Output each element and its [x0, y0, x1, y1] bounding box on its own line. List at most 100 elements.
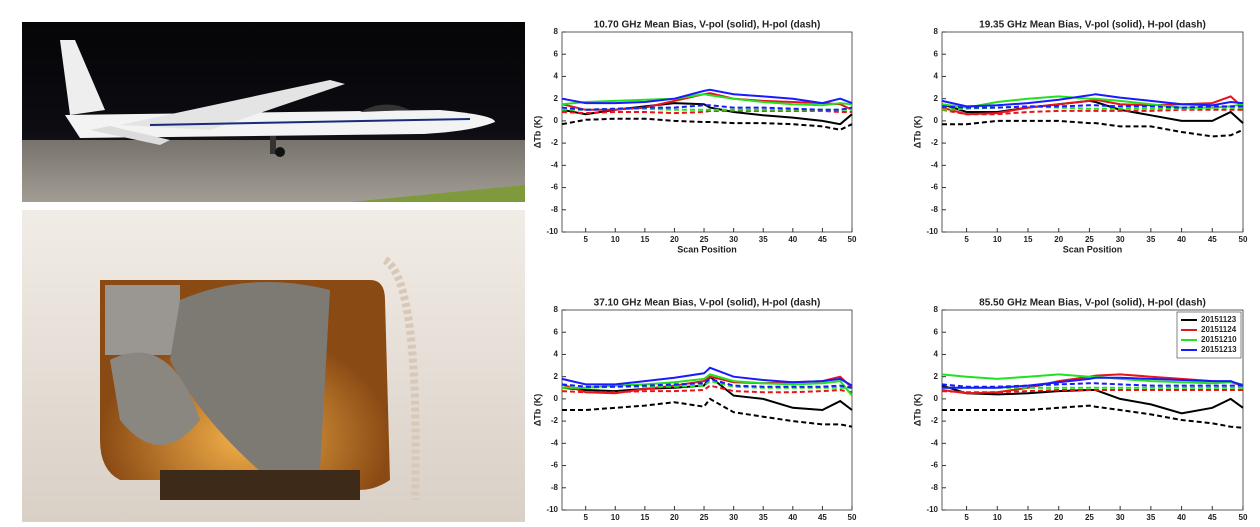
x-tick-label: 50 [1239, 235, 1248, 244]
y-tick-label: -6 [551, 183, 559, 192]
x-tick-label: 45 [818, 513, 827, 522]
x-tick-label: 40 [788, 513, 797, 522]
y-tick-label: -4 [551, 438, 559, 447]
x-tick-label: 25 [700, 513, 709, 522]
x-tick-label: 50 [1239, 513, 1248, 522]
y-tick-label: -10 [546, 505, 558, 514]
x-tick-label: 30 [1116, 513, 1125, 522]
y-tick-label: 0 [934, 116, 939, 125]
y-axis-label: ΔTb (K) [532, 394, 542, 426]
figure: 10.70 GHz Mean Bias, V-pol (solid), H-po… [0, 0, 1260, 522]
y-tick-label: -10 [926, 227, 938, 236]
x-tick-label: 35 [759, 235, 768, 244]
chart-title: 37.10 GHz Mean Bias, V-pol (solid), H-po… [594, 298, 821, 309]
x-tick-label: 30 [729, 235, 738, 244]
x-tick-label: 50 [848, 513, 857, 522]
x-tick-label: 5 [583, 235, 588, 244]
y-tick-label: 4 [554, 72, 559, 81]
y-tick-label: 4 [934, 350, 939, 359]
legend-label: 20151123 [1201, 315, 1237, 324]
x-tick-label: 50 [848, 235, 857, 244]
x-tick-label: 45 [818, 235, 827, 244]
y-tick-label: 0 [934, 394, 939, 403]
y-tick-label: -2 [931, 416, 939, 425]
y-tick-label: -10 [926, 505, 938, 514]
x-tick-label: 25 [1085, 513, 1094, 522]
legend-label: 20151210 [1201, 335, 1237, 344]
y-axis-label: ΔTb (K) [912, 116, 922, 148]
y-tick-label: -4 [931, 160, 939, 169]
y-tick-label: -2 [551, 416, 559, 425]
chart: 85.50 GHz Mean Bias, V-pol (solid), H-po… [912, 298, 1248, 522]
x-axis-label: Scan Position [1063, 244, 1123, 254]
y-tick-label: 6 [554, 327, 559, 336]
legend-label: 20151124 [1201, 325, 1237, 334]
y-tick-label: 4 [554, 350, 559, 359]
x-tick-label: 25 [700, 235, 709, 244]
x-tick-label: 5 [964, 235, 969, 244]
chart-title: 10.70 GHz Mean Bias, V-pol (solid), H-po… [594, 20, 821, 31]
x-tick-label: 40 [1177, 235, 1186, 244]
y-tick-label: -8 [551, 205, 559, 214]
y-tick-label: -8 [551, 483, 559, 492]
x-tick-label: 10 [993, 235, 1002, 244]
plot-area [562, 32, 852, 232]
y-tick-label: -4 [551, 160, 559, 169]
y-tick-label: 4 [934, 72, 939, 81]
y-tick-label: 6 [554, 49, 559, 58]
x-tick-label: 45 [1208, 513, 1217, 522]
y-tick-label: 6 [934, 49, 939, 58]
legend-label: 20151213 [1201, 345, 1237, 354]
chart: 37.10 GHz Mean Bias, V-pol (solid), H-po… [532, 298, 857, 522]
x-tick-label: 20 [1054, 513, 1063, 522]
x-tick-label: 10 [993, 513, 1002, 522]
y-tick-label: 2 [934, 372, 939, 381]
chart: 19.35 GHz Mean Bias, V-pol (solid), H-po… [912, 20, 1248, 255]
x-tick-label: 15 [1024, 235, 1033, 244]
x-tick-label: 40 [1177, 513, 1186, 522]
x-tick-label: 40 [788, 235, 797, 244]
x-tick-label: 15 [640, 513, 649, 522]
chart: 10.70 GHz Mean Bias, V-pol (solid), H-po… [532, 20, 857, 255]
x-tick-label: 20 [670, 513, 679, 522]
y-tick-label: 6 [934, 327, 939, 336]
plot-area [562, 310, 852, 510]
y-tick-label: -2 [931, 138, 939, 147]
y-tick-label: 2 [554, 94, 559, 103]
aircraft-photo [22, 22, 525, 202]
x-tick-label: 30 [729, 513, 738, 522]
y-tick-label: -6 [931, 461, 939, 470]
x-tick-label: 35 [759, 513, 768, 522]
x-tick-label: 5 [583, 513, 588, 522]
plot-area [942, 32, 1243, 232]
y-tick-label: 2 [554, 372, 559, 381]
y-tick-label: -8 [931, 483, 939, 492]
y-tick-label: -8 [931, 205, 939, 214]
x-tick-label: 25 [1085, 235, 1094, 244]
x-tick-label: 10 [611, 235, 620, 244]
x-axis-label: Scan Position [677, 244, 737, 254]
x-tick-label: 20 [670, 235, 679, 244]
x-tick-label: 10 [611, 513, 620, 522]
y-tick-label: 2 [934, 94, 939, 103]
y-tick-label: 8 [554, 27, 559, 36]
x-tick-label: 35 [1146, 513, 1155, 522]
y-tick-label: -10 [546, 227, 558, 236]
x-tick-label: 30 [1116, 235, 1125, 244]
x-tick-label: 20 [1054, 235, 1063, 244]
y-tick-label: 0 [554, 394, 559, 403]
x-tick-label: 5 [964, 513, 969, 522]
x-tick-label: 45 [1208, 235, 1217, 244]
x-tick-label: 15 [640, 235, 649, 244]
x-tick-label: 35 [1146, 235, 1155, 244]
y-tick-label: 8 [554, 305, 559, 314]
instrument-photo [22, 210, 525, 522]
y-axis-label: ΔTb (K) [912, 394, 922, 426]
y-tick-label: 0 [554, 116, 559, 125]
chart-title: 19.35 GHz Mean Bias, V-pol (solid), H-po… [979, 20, 1206, 31]
y-tick-label: -6 [551, 461, 559, 470]
y-tick-label: -6 [931, 183, 939, 192]
y-tick-label: 8 [934, 305, 939, 314]
x-tick-label: 15 [1024, 513, 1033, 522]
